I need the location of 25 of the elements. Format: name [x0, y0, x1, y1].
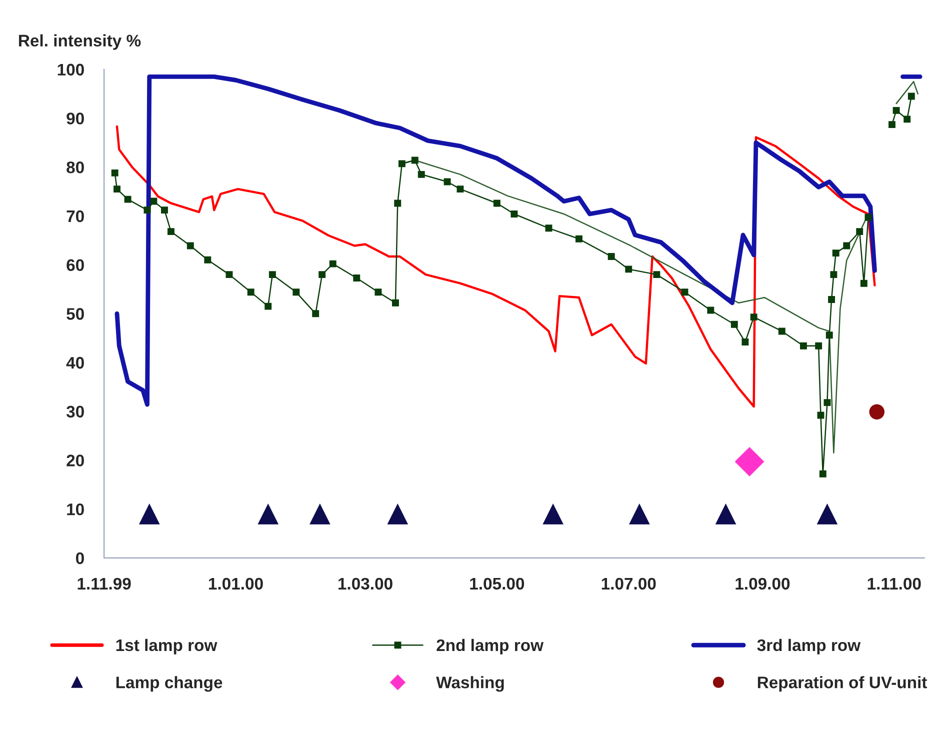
legend-label: 2nd lamp row: [436, 638, 544, 654]
y-axis-title: Rel. intensity %: [19, 34, 141, 50]
y-tick-label: 40: [66, 356, 84, 369]
y-tick-label: 60: [66, 259, 84, 271]
x-tick-label: 1.07.00: [602, 578, 656, 590]
y-tick-label: 70: [66, 210, 84, 222]
legend-label: Reparation of UV-unit: [758, 676, 927, 692]
legend-label: 1st lamp row: [116, 638, 218, 654]
y-tick-label: 50: [66, 308, 84, 320]
x-tick-label: 1.05.00: [470, 578, 524, 590]
y-tick-label: 90: [66, 112, 84, 124]
legend-label: Lamp change: [116, 676, 222, 692]
y-tick-label: 30: [66, 406, 84, 418]
legend-label: Washing: [436, 676, 504, 692]
y-tick-label: 100: [58, 64, 84, 76]
x-tick-label: 1.11.00: [868, 578, 921, 590]
legend-label: 3rd lamp row: [757, 638, 861, 654]
x-tick-label: 1.11.99: [78, 578, 131, 590]
y-tick-label: 10: [67, 503, 84, 516]
y-tick-label: 20: [66, 454, 84, 466]
y-tick-label: 0: [76, 552, 84, 564]
x-tick-label: 1.09.00: [736, 578, 790, 590]
y-tick-label: 80: [66, 161, 84, 174]
x-tick-label: 1.01.00: [208, 578, 263, 590]
x-tick-label: 1.03.00: [338, 578, 392, 590]
